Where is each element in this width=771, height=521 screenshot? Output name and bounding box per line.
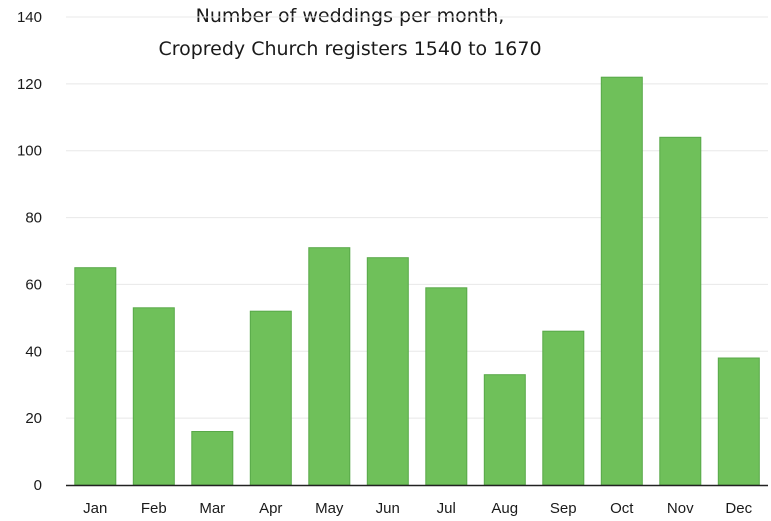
bar-apr [249, 310, 292, 486]
bar-may [308, 247, 351, 486]
bar-jan [74, 267, 117, 486]
x-tick-label: Jun [376, 500, 400, 517]
x-tick-label: Sep [550, 500, 577, 517]
x-tick-label: Oct [610, 500, 634, 517]
y-tick-label: 80 [25, 210, 42, 227]
x-tick-label: Nov [667, 500, 694, 517]
y-tick-label: 20 [25, 410, 42, 427]
x-tick-label: Jan [83, 500, 107, 517]
bar-jun [366, 257, 409, 486]
y-tick-label: 140 [17, 9, 42, 26]
gridlines [66, 16, 768, 419]
y-tick-label: 40 [25, 343, 42, 360]
x-tick-label: Mar [199, 500, 225, 517]
bar-nov [659, 136, 702, 486]
x-tick-label: Jul [437, 500, 456, 517]
y-tick-label: 60 [25, 276, 42, 293]
x-tick-label: Aug [491, 500, 518, 517]
bars [74, 76, 760, 486]
chart-title-line-1: Number of weddings per month, [195, 5, 505, 27]
x-tick-label: Apr [259, 500, 282, 517]
bar-aug [483, 374, 526, 486]
x-tick-label: Feb [141, 500, 167, 517]
x-tick-label: May [315, 500, 344, 517]
chart-title-line-2: Cropredy Church registers 1540 to 1670 [158, 38, 542, 60]
bar-jul [425, 287, 468, 486]
bar-sep [542, 330, 585, 486]
y-axis-ticks: 0 20 40 60 80 100 120 140 [17, 9, 42, 494]
y-tick-label: 100 [17, 143, 42, 160]
y-tick-label: 120 [17, 76, 42, 93]
bar-oct [600, 76, 643, 486]
x-axis-ticks: Jan Feb Mar Apr May Jun Jul Aug Sep Oct Nov Dec [83, 500, 752, 517]
bar-feb [132, 307, 175, 486]
x-tick-label: Dec [725, 500, 752, 517]
y-tick-label: 0 [34, 477, 42, 494]
bar-dec [717, 357, 760, 486]
bar-mar [191, 431, 234, 486]
